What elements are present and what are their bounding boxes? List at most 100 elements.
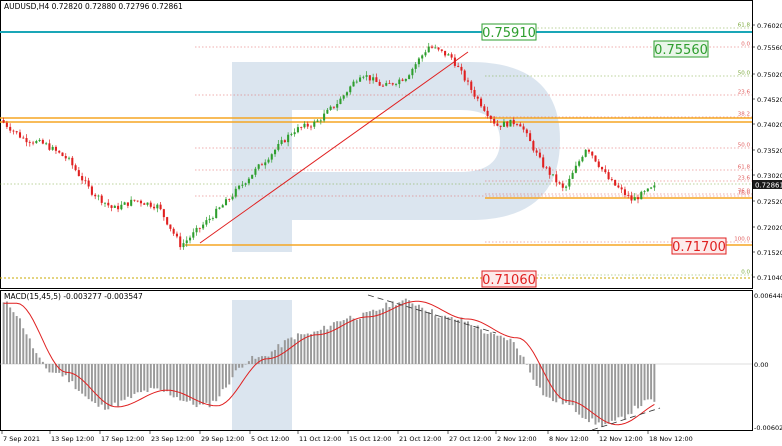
candle-body <box>90 186 93 195</box>
candle-body <box>41 139 44 144</box>
price-panel-frame <box>0 0 753 289</box>
candle-body <box>15 131 18 133</box>
candle-body <box>202 224 205 229</box>
candle-body <box>323 113 326 121</box>
candle-body <box>139 200 143 204</box>
candle-body <box>633 197 636 201</box>
macd-axis: 0.006448 0.00 -0.006021 <box>754 292 782 432</box>
candle-body <box>22 137 25 139</box>
candle-body <box>218 207 221 209</box>
candle-body <box>48 143 51 150</box>
callout-mid-label: 0.71700 <box>672 240 726 255</box>
candle-body <box>113 205 116 208</box>
candle-body <box>440 49 443 51</box>
candle-body <box>136 200 139 202</box>
candle-body <box>283 140 286 143</box>
candle-body <box>208 218 211 221</box>
macd-tick-label: -0.006021 <box>754 424 782 432</box>
price-tick-label: 0.73020 <box>757 172 782 180</box>
candle-body <box>280 140 283 144</box>
candle-body <box>388 83 391 84</box>
macd-divergence-bottom <box>591 407 661 431</box>
candle-body <box>143 203 146 205</box>
candle-body <box>9 126 12 131</box>
fib-label: 38.2 <box>738 112 750 118</box>
price-tick-label: 0.74020 <box>757 121 782 129</box>
candle-body <box>126 202 129 206</box>
candle-body <box>502 121 505 127</box>
candle-body <box>522 126 525 130</box>
candle-body <box>430 46 434 48</box>
time-tick-label: 2 Nov 12:00 <box>497 435 537 443</box>
candle-body <box>45 143 48 145</box>
candle-body <box>421 55 424 59</box>
candle-body <box>221 205 224 208</box>
candle-body <box>319 120 322 122</box>
candle-body <box>120 204 123 210</box>
candle-body <box>594 155 597 162</box>
candle-body <box>54 146 57 151</box>
candle-body <box>417 58 420 65</box>
candle-body <box>251 174 254 179</box>
candle-body <box>368 75 371 81</box>
candle-body <box>463 70 466 81</box>
candle-body <box>61 152 64 157</box>
time-tick-label: 13 Sep 12:00 <box>51 435 94 443</box>
time-tick-label: 29 Sep 12:00 <box>201 435 244 443</box>
current-price-tag: 0.72861 <box>753 180 782 190</box>
candle-body <box>349 86 352 93</box>
candle-body <box>643 191 646 193</box>
time-tick-label: 23 Sep 12:00 <box>151 435 194 443</box>
callout-second-label: 0.75560 <box>654 43 708 58</box>
candle-body <box>578 161 581 166</box>
candle-body <box>450 54 453 58</box>
candle-body <box>313 121 316 127</box>
candle-body <box>424 52 427 56</box>
candle-body <box>555 174 558 183</box>
candle-body <box>457 65 460 67</box>
macd-histogram <box>2 298 656 427</box>
candle-body <box>339 98 342 105</box>
price-tick-label: 0.71520 <box>757 249 782 257</box>
candle-body <box>515 124 519 125</box>
candle-body <box>274 149 277 155</box>
candle-body <box>332 106 335 108</box>
callout-mid: 0.71700 <box>671 237 727 255</box>
candle-body <box>260 164 263 166</box>
candle-body <box>630 195 633 201</box>
candle-body <box>545 167 548 169</box>
candle-body <box>480 98 483 107</box>
fib-label: 61.8 <box>738 165 751 171</box>
candle-body <box>146 202 149 205</box>
candle-body <box>571 172 574 179</box>
candle-body <box>100 195 103 203</box>
time-tick-label: 27 Oct 12:00 <box>449 435 491 443</box>
candle-body <box>77 170 80 177</box>
candle-body <box>581 156 584 162</box>
candle-body <box>381 85 384 87</box>
candle-body <box>267 159 270 163</box>
candle-body <box>362 76 365 78</box>
fib-label-lower: 23.6 <box>738 176 751 182</box>
time-tick-label: 5 Oct 12:00 <box>251 435 289 443</box>
candle-body <box>359 77 362 82</box>
macd-tick-label: 0.006448 <box>754 292 782 300</box>
candle-body <box>646 188 649 192</box>
candle-body <box>182 243 185 248</box>
macd-header: MACD(15,45,5) -0.003277 -0.003547 <box>4 292 143 301</box>
candle-body <box>241 184 244 186</box>
candle-body <box>460 66 463 71</box>
candle-body <box>411 68 414 76</box>
candle-body <box>185 240 188 244</box>
candle-body <box>601 166 604 170</box>
candle-body <box>303 123 306 128</box>
fib-label: 100.0 <box>734 237 750 243</box>
price-axis: 0.76020 0.75560 0.75020 0.74520 0.74020 0.735… <box>752 22 782 282</box>
candle-body <box>372 77 375 81</box>
time-tick-label: 18 Nov 12:00 <box>649 435 693 443</box>
candle-body <box>525 129 528 134</box>
candle-body <box>215 208 218 218</box>
candle-body <box>568 178 571 187</box>
candle-body <box>290 134 293 135</box>
candle-body <box>234 188 237 197</box>
